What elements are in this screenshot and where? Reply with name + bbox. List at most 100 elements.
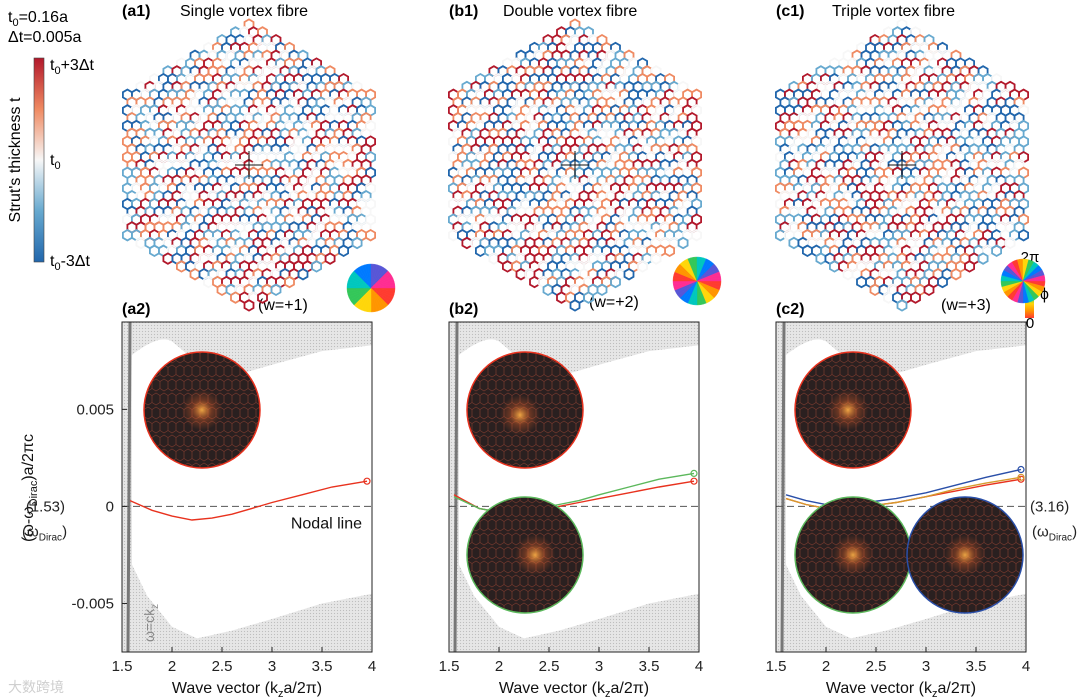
x-tick-label: 4 [368, 658, 376, 675]
hex-cell [448, 228, 459, 242]
x-axis-label: Wave vector (kza/2π) [499, 680, 649, 699]
hex-cell [869, 283, 881, 297]
x-tick-label: 3 [922, 658, 930, 675]
hex-lattice [448, 18, 702, 312]
hex-cell [461, 236, 473, 250]
x-tick-label: 2.5 [866, 658, 887, 675]
y-tick-label: 0.005 [76, 401, 114, 418]
panel-title: Double vortex fibre [503, 3, 637, 20]
hex-cell [216, 283, 228, 297]
hex-cell [896, 299, 908, 312]
lattice-panel-c1: (c1) Triple vortex fibre (w=+3) [776, 3, 991, 314]
hex-lattice [122, 18, 376, 312]
hex-cell [556, 291, 567, 304]
hex-cell [596, 283, 608, 297]
phase-wheel-icon [672, 256, 722, 306]
series-end-marker [363, 477, 371, 485]
hex-cell [964, 260, 975, 273]
watermark: 大数跨境 [8, 679, 64, 695]
hex-cell [802, 244, 813, 258]
x-tick-label: 1.5 [112, 658, 133, 675]
thickness-colorbar [33, 57, 45, 263]
hex-cell [856, 275, 867, 289]
mode-profile-inset [794, 496, 912, 614]
t0-param: t0=0.16a [8, 9, 68, 29]
y-tick-label: -0.005 [71, 595, 114, 612]
winding-label: (w=+2) [589, 294, 639, 311]
series-line [785, 468, 1022, 506]
x-tick-label: 3 [268, 658, 276, 675]
dirac-value-label: (1.53) [26, 498, 65, 515]
hex-cell [149, 244, 160, 258]
dispersion-chart-2: 1.5 2 2.5 3 3.5 4 Wave vector (kza/2π) (b2) [439, 301, 704, 699]
x-tick-label: 3 [595, 658, 603, 675]
hex-cell [650, 252, 662, 265]
hex-cell [475, 244, 486, 258]
x-tick-label: 4 [1022, 658, 1030, 675]
hex-cell [122, 228, 133, 242]
hex-cell [883, 291, 894, 304]
hex-cell [842, 267, 854, 281]
hex-cell [488, 252, 500, 265]
light-line [126, 321, 132, 653]
hex-cell [284, 275, 295, 289]
hex-cell [176, 260, 187, 273]
x-axis-label: Wave vector (kza/2π) [172, 680, 322, 699]
hex-cell [788, 236, 800, 250]
phase-wheel-icon [346, 263, 396, 313]
hex-cell [977, 252, 989, 265]
hex-cell [583, 291, 594, 304]
hex-cell [311, 260, 322, 273]
hex-cell [664, 244, 675, 258]
x-tick-label: 2 [168, 658, 176, 675]
hex-cell [189, 267, 201, 281]
colorbar-axis-title: Strut's thickness t [7, 97, 24, 222]
dispersion-chart-1: 1.5 2 2.5 3 3.5 4 Wave vector (kza/2π) (a2) 0.00… [20, 301, 376, 699]
x-tick-label: 2 [822, 658, 830, 675]
mode-profile-inset [466, 351, 584, 469]
mode-profile-inset [466, 496, 584, 614]
hex-cell [569, 299, 581, 312]
hex-cell [135, 236, 147, 250]
dispersion-chart-3: 1.5 2 2.5 3 3.5 4 Wave vector (kza/2π) (c2) (3.1… [766, 301, 1077, 699]
hex-cell [351, 236, 363, 250]
lattice-panel-b1: (b1) Double vortex fibre (w=+2) [449, 3, 639, 311]
x-tick-label: 2 [495, 658, 503, 675]
hex-cell [515, 267, 527, 281]
colorbar-bottom-label: t0-3Δt [50, 253, 90, 273]
hex-cell [297, 267, 309, 281]
hex-cell [829, 260, 840, 273]
colorbar-mid-label: t0 [50, 152, 61, 172]
hex-cell [324, 252, 336, 265]
hex-cell [610, 275, 621, 289]
light-line [453, 321, 459, 653]
hex-lattice [775, 18, 1029, 312]
plot-frame [775, 321, 1027, 653]
x-tick-label: 2.5 [539, 658, 560, 675]
dt-param: Δt=0.005a [8, 29, 82, 46]
plot-frame [121, 321, 373, 653]
series-end-marker [690, 477, 698, 485]
chart-panel-tag: (c2) [776, 301, 804, 318]
hex-cell [815, 252, 827, 265]
x-tick-label: 1.5 [439, 658, 460, 675]
panel-tag: (b1) [449, 3, 478, 20]
plot-frame [448, 321, 700, 653]
panel-title: Single vortex fibre [180, 3, 308, 20]
hex-cell [270, 283, 282, 297]
hex-cell [230, 291, 241, 304]
hex-cell [1004, 236, 1016, 250]
hex-cell [677, 236, 689, 250]
dirac-symbol-label: (ωDirac) [22, 523, 67, 543]
phase-wheel-icon [1000, 258, 1046, 304]
panel-tag: (c1) [776, 3, 804, 20]
dirac-value-label: (3.16) [1030, 498, 1069, 515]
hex-cell [910, 291, 921, 304]
hex-cell [162, 252, 174, 265]
chart-panel-tag: (b2) [449, 301, 478, 318]
y-axis-label: (ω-ωDirac)a/2πc [20, 434, 40, 542]
phase-bottom-label: 0 [1026, 315, 1034, 332]
hex-cell [542, 283, 554, 297]
mode-profile-inset [906, 496, 1024, 614]
x-tick-label: 3.5 [966, 658, 987, 675]
